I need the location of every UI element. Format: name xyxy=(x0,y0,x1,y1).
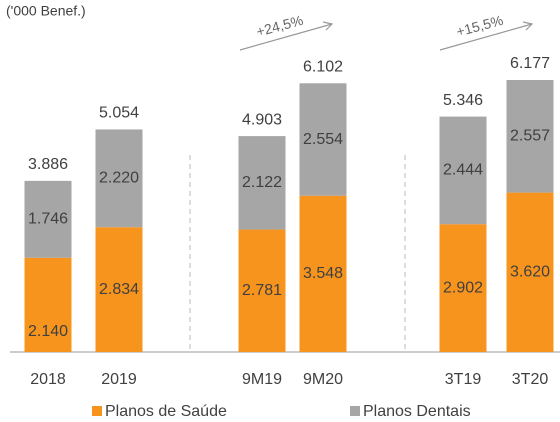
bar-segment xyxy=(299,83,347,196)
data-label: 2.122 xyxy=(242,174,282,191)
bar-segment xyxy=(238,136,286,230)
bar-segment xyxy=(439,224,487,352)
bar-segment xyxy=(24,180,72,258)
bar-segment xyxy=(506,80,554,193)
data-label: 2.834 xyxy=(99,281,139,298)
x-tick-label: 9M20 xyxy=(303,371,343,388)
bar-segment xyxy=(506,192,554,352)
total-label: 3.886 xyxy=(28,156,68,173)
data-label: 2.220 xyxy=(99,170,139,187)
data-label: 3.548 xyxy=(303,265,343,282)
data-label: 2.140 xyxy=(28,323,68,340)
data-label: 2.781 xyxy=(242,282,282,299)
x-tick-label: 2018 xyxy=(30,371,66,388)
legend-swatch xyxy=(350,406,360,416)
arrow-head xyxy=(322,21,334,31)
x-tick-label: 3T20 xyxy=(512,371,549,388)
bar-segment xyxy=(95,129,143,228)
bar-segment xyxy=(299,195,347,352)
x-tick-label: 9M19 xyxy=(242,371,282,388)
data-label: 1.746 xyxy=(28,211,68,228)
x-tick-label: 3T19 xyxy=(445,371,482,388)
total-label: 6.102 xyxy=(303,59,343,76)
annotation: +24,5% xyxy=(254,12,304,40)
data-label: 3.620 xyxy=(510,264,550,281)
annotation: +15,5% xyxy=(454,12,504,40)
growth-arrow xyxy=(439,23,533,51)
legend-label: Planos de Saúde xyxy=(105,403,227,420)
growth-arrow xyxy=(239,23,333,51)
data-label: 2.554 xyxy=(303,131,343,148)
bar-segment xyxy=(238,229,286,352)
data-label: 2.444 xyxy=(443,162,483,179)
data-label: 2.557 xyxy=(510,128,550,145)
total-label: 5.054 xyxy=(99,105,139,122)
subtitle: ('000 Benef.) xyxy=(6,3,86,19)
bar-segment xyxy=(439,116,487,225)
arrow-head xyxy=(522,21,534,31)
total-label: 5.346 xyxy=(443,92,483,109)
bar-segment xyxy=(24,257,72,352)
data-label: 2.902 xyxy=(443,279,483,296)
legend-label: Planos Dentais xyxy=(363,403,471,420)
total-label: 6.177 xyxy=(510,55,550,72)
total-label: 4.903 xyxy=(242,111,282,128)
bar-segment xyxy=(95,227,143,352)
x-tick-label: 2019 xyxy=(101,371,137,388)
legend-swatch xyxy=(92,406,102,416)
